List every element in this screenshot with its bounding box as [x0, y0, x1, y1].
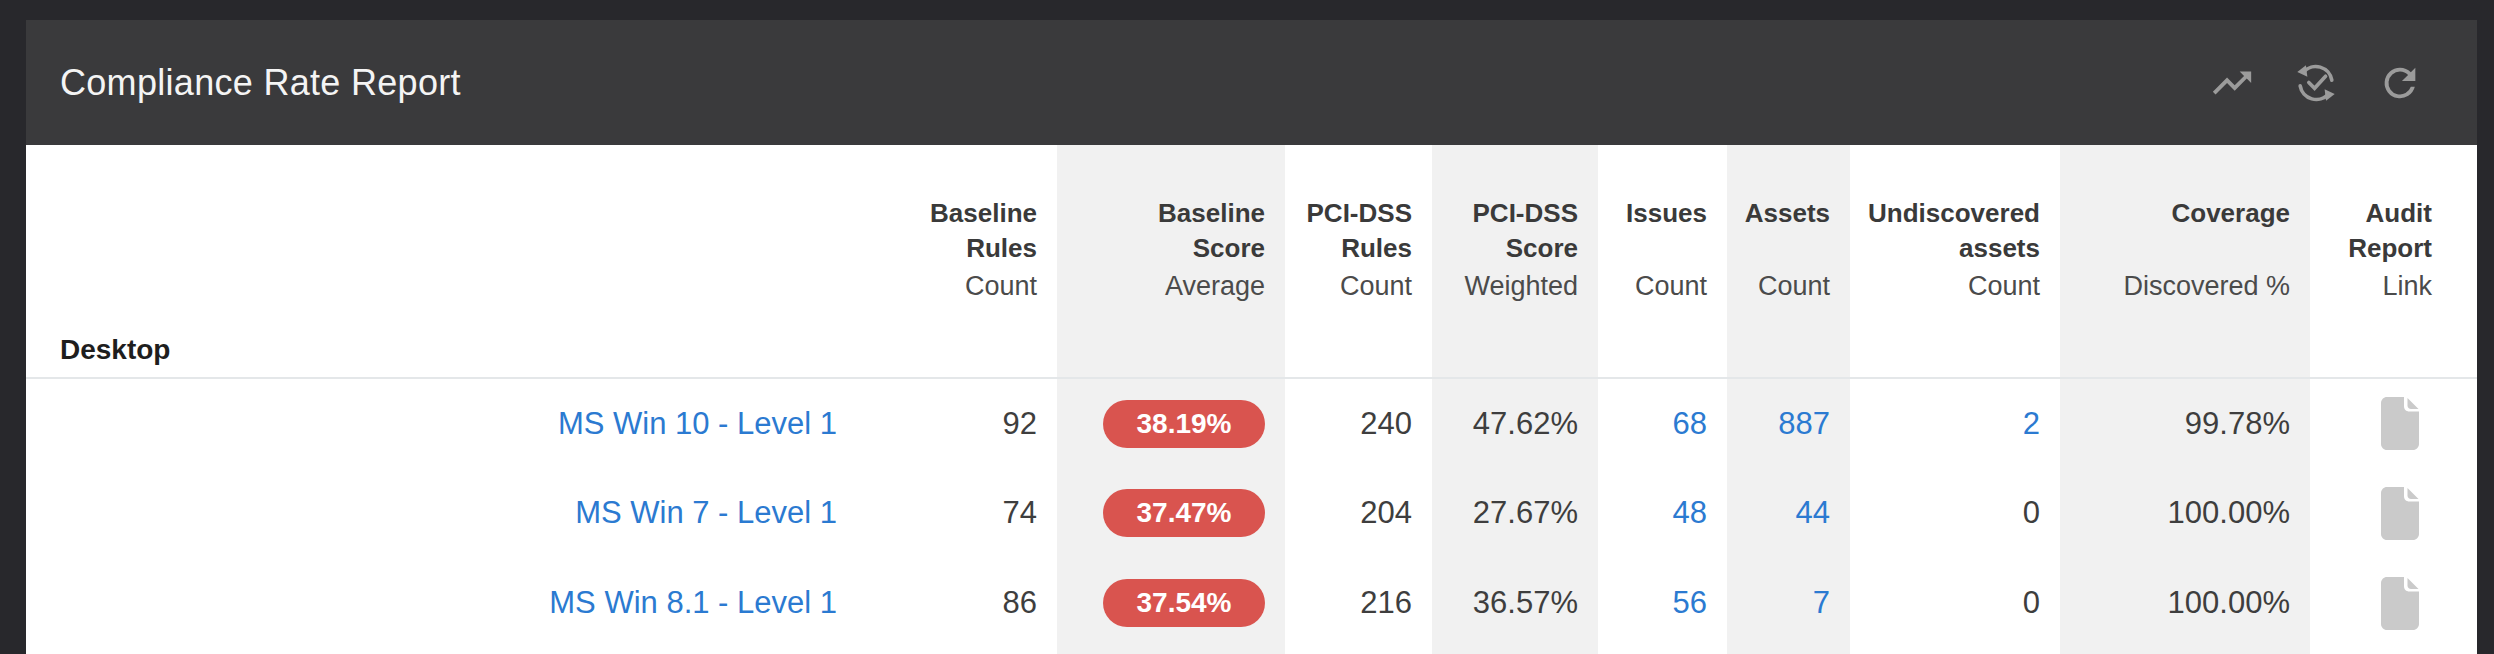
coverage-cell: 99.78%	[2060, 378, 2310, 468]
baseline-rules-cell: 74	[857, 468, 1057, 558]
column-header-baseline-rules: Baseline Rules Count	[857, 145, 1057, 330]
assets-cell: 7	[1727, 558, 1850, 648]
pci-dss-score-cell: 47.62%	[1432, 378, 1598, 468]
table-row: MS Win 8.1 - Level 1 86 37.54% 216 36.57…	[26, 558, 2477, 648]
coverage-cell: 100.00%	[2060, 558, 2310, 648]
pci-dss-rules-cell: 216	[1285, 558, 1432, 648]
column-header-audit-report: Audit Report Link	[2310, 145, 2477, 330]
baseline-score-cell: 37.47%	[1057, 468, 1285, 558]
assets-cell: 887	[1727, 378, 1850, 468]
column-header-baseline-score: Baseline Score Average	[1057, 145, 1285, 330]
baseline-rules-cell: 92	[857, 378, 1057, 468]
issues-cell: 68	[1598, 378, 1727, 468]
issues-link[interactable]: 68	[1673, 406, 1707, 441]
audit-report-cell	[2310, 468, 2477, 558]
audit-report-cell	[2310, 558, 2477, 648]
baseline-link[interactable]: MS Win 8.1 - Level 1	[549, 585, 837, 620]
assets-link[interactable]: 7	[1813, 585, 1830, 620]
undiscovered-assets-cell: 0	[1850, 558, 2060, 648]
score-badge: 37.54%	[1103, 579, 1265, 627]
refresh-icon[interactable]	[2377, 60, 2423, 106]
pci-dss-rules-cell: 204	[1285, 468, 1432, 558]
audit-report-cell	[2310, 378, 2477, 468]
widget-title-bar: Compliance Rate Report	[26, 20, 2477, 145]
undiscovered-assets-cell: 0	[1850, 468, 2060, 558]
issues-link[interactable]: 48	[1673, 495, 1707, 530]
column-header-issues: Issues Count	[1598, 145, 1727, 330]
compliance-report-widget: Compliance Rate Report	[26, 20, 2477, 654]
baseline-name-cell: MS Win 8.1 - Level 1	[26, 558, 857, 648]
column-stripe-filler-row	[26, 648, 2477, 654]
group-header-desktop: Desktop	[26, 330, 857, 378]
pci-dss-score-cell: 36.57%	[1432, 558, 1598, 648]
baseline-rules-cell: 86	[857, 558, 1057, 648]
document-icon[interactable]	[2381, 487, 2419, 540]
compliance-table: Baseline Rules Count Baseline Score Aver…	[26, 145, 2477, 654]
table-header-row: Baseline Rules Count Baseline Score Aver…	[26, 145, 2477, 330]
undiscovered-assets-link[interactable]: 2	[2023, 406, 2040, 441]
document-icon[interactable]	[2381, 577, 2419, 630]
widget-title: Compliance Rate Report	[26, 62, 2209, 104]
column-header-coverage: Coverage Discovered %	[2060, 145, 2310, 330]
pci-dss-rules-cell: 240	[1285, 378, 1432, 468]
score-badge: 38.19%	[1103, 400, 1265, 448]
assets-link[interactable]: 44	[1796, 495, 1830, 530]
issues-link[interactable]: 56	[1673, 585, 1707, 620]
document-icon[interactable]	[2381, 397, 2419, 450]
table-row: MS Win 7 - Level 1 74 37.47% 204 27.67% …	[26, 468, 2477, 558]
widget-toolbar	[2209, 60, 2477, 106]
assets-link[interactable]: 887	[1778, 406, 1830, 441]
coverage-cell: 100.00%	[2060, 468, 2310, 558]
column-header-assets: Assets Count	[1727, 145, 1850, 330]
issues-cell: 56	[1598, 558, 1727, 648]
column-header-pci-dss-score: PCI-DSS Score Weighted	[1432, 145, 1598, 330]
baseline-link[interactable]: MS Win 7 - Level 1	[575, 495, 837, 530]
baseline-name-cell: MS Win 10 - Level 1	[26, 378, 857, 468]
score-badge: 37.47%	[1103, 489, 1265, 537]
undiscovered-assets-cell: 2	[1850, 378, 2060, 468]
assets-cell: 44	[1727, 468, 1850, 558]
group-row-desktop: Desktop	[26, 330, 2477, 378]
baseline-name-cell: MS Win 7 - Level 1	[26, 468, 857, 558]
issues-cell: 48	[1598, 468, 1727, 558]
baseline-score-cell: 38.19%	[1057, 378, 1285, 468]
table-row: MS Win 10 - Level 1 92 38.19% 240 47.62%…	[26, 378, 2477, 468]
sync-check-icon[interactable]	[2293, 60, 2339, 106]
baseline-score-cell: 37.54%	[1057, 558, 1285, 648]
column-header-pci-dss-rules: PCI-DSS Rules Count	[1285, 145, 1432, 330]
baseline-link[interactable]: MS Win 10 - Level 1	[558, 406, 837, 441]
column-header-undiscovered-assets: Undiscovered assets Count	[1850, 145, 2060, 330]
trend-chart-icon[interactable]	[2209, 60, 2255, 106]
column-header-name	[26, 145, 857, 330]
pci-dss-score-cell: 27.67%	[1432, 468, 1598, 558]
